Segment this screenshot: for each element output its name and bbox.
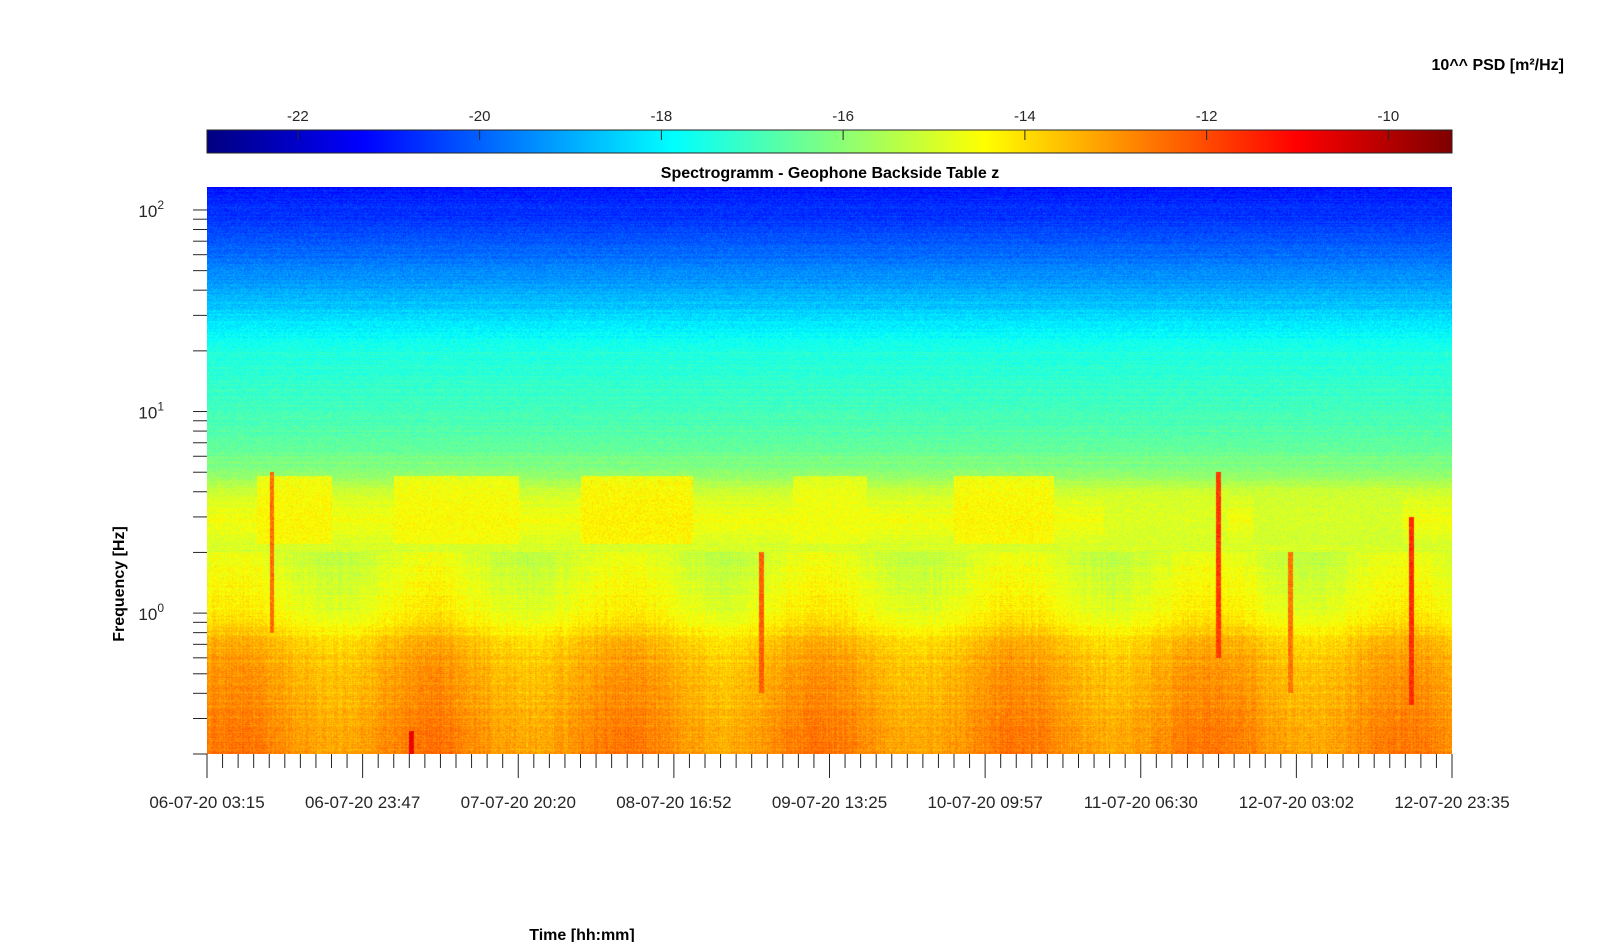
y-tick-base: 10 bbox=[138, 202, 157, 221]
colorbar-tick-label: -22 bbox=[287, 108, 309, 125]
colorbar-tick-label: -16 bbox=[832, 108, 854, 125]
colorbar-tick-label: -14 bbox=[1014, 108, 1036, 125]
x-tick-label: 06-07-20 03:15 bbox=[149, 793, 264, 812]
y-tick-base: 10 bbox=[138, 605, 157, 624]
chart-title: Spectrogramm - Geophone Backside Table z bbox=[661, 165, 999, 182]
x-tick-label: 08-07-20 16:52 bbox=[616, 793, 731, 812]
colorbar-tick-label: -10 bbox=[1378, 108, 1400, 125]
y-tick-exponent: 2 bbox=[157, 198, 164, 212]
y-tick-exponent: 0 bbox=[157, 601, 164, 615]
colorbar-ticks: -22 -20 -18 -16 -14 -12 -10 bbox=[287, 108, 1399, 140]
plot-area bbox=[207, 187, 1452, 754]
y-axis-label: Frequency [Hz] bbox=[111, 526, 128, 642]
colorbar-tick-label: -12 bbox=[1196, 108, 1218, 125]
x-tick-label: 06-07-20 23:47 bbox=[305, 793, 420, 812]
x-axis: 06-07-20 03:15 06-07-20 23:47 07-07-20 20:… bbox=[149, 754, 1510, 812]
y-tick-label: 100 bbox=[138, 601, 164, 624]
y-tick-base: 10 bbox=[138, 404, 157, 423]
x-tick-label: 11-07-20 06:30 bbox=[1084, 793, 1198, 812]
colorbar: -22 -20 -18 -16 -14 -12 -10 10^^ PSD [m²/Hz] bbox=[206, 57, 1564, 154]
colorbar-tick-label: -18 bbox=[651, 108, 673, 125]
x-axis-label: Time [hh:mm] bbox=[529, 927, 634, 942]
x-tick-label: 12-07-20 03:02 bbox=[1239, 793, 1354, 812]
x-tick-label: 10-07-20 09:57 bbox=[927, 793, 1042, 812]
y-tick-label: 102 bbox=[138, 198, 164, 221]
colorbar-label: 10^^ PSD [m²/Hz] bbox=[1432, 57, 1564, 74]
colorbar-tick-label: -20 bbox=[469, 108, 491, 125]
colorbar-gradient bbox=[206, 129, 1453, 154]
x-tick-label: 12-07-20 23:35 bbox=[1394, 793, 1509, 812]
spectrogram-image bbox=[207, 187, 1452, 754]
y-tick-exponent: 1 bbox=[157, 400, 164, 414]
x-tick-label: 09-07-20 13:25 bbox=[772, 793, 887, 812]
x-tick-label: 07-07-20 20:20 bbox=[461, 793, 576, 812]
y-tick-label: 101 bbox=[138, 400, 164, 423]
